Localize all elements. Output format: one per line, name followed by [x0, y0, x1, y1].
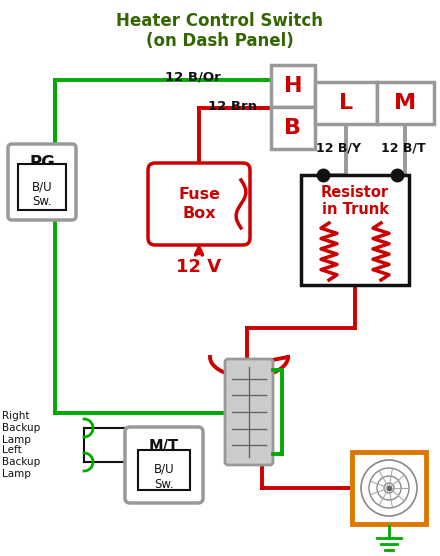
FancyBboxPatch shape — [225, 359, 273, 465]
Text: 12 B/Y: 12 B/Y — [316, 141, 361, 155]
Text: B/U
Sw.: B/U Sw. — [32, 180, 52, 208]
Text: (on Dash Panel): (on Dash Panel) — [146, 32, 294, 50]
Text: Right
Backup
Lamp: Right Backup Lamp — [2, 411, 40, 445]
Text: 12 B/T: 12 B/T — [381, 141, 425, 155]
Text: 12 V: 12 V — [176, 258, 222, 276]
Text: 12 B/Or: 12 B/Or — [165, 71, 221, 83]
Text: PG: PG — [29, 154, 55, 172]
Text: L: L — [339, 93, 353, 113]
Text: B: B — [285, 118, 301, 138]
Bar — [315, 82, 377, 124]
Bar — [301, 175, 409, 285]
Text: M/T: M/T — [149, 439, 179, 454]
FancyBboxPatch shape — [125, 427, 203, 503]
Bar — [271, 107, 315, 149]
Text: Left
Backup
Lamp: Left Backup Lamp — [2, 445, 40, 479]
Text: M: M — [394, 93, 417, 113]
Bar — [352, 452, 426, 524]
Text: Fuse
Box: Fuse Box — [178, 187, 220, 221]
Text: B/U
Sw.: B/U Sw. — [154, 463, 174, 491]
Bar — [18, 164, 66, 210]
Bar — [138, 450, 190, 490]
Bar — [377, 82, 434, 124]
Text: H: H — [284, 76, 302, 96]
Text: Resistor
in Trunk: Resistor in Trunk — [321, 185, 389, 217]
Bar — [271, 65, 315, 107]
FancyBboxPatch shape — [8, 144, 76, 220]
FancyBboxPatch shape — [148, 163, 250, 245]
Text: 12 Brn: 12 Brn — [208, 100, 257, 112]
Text: Heater Control Switch: Heater Control Switch — [117, 12, 323, 30]
